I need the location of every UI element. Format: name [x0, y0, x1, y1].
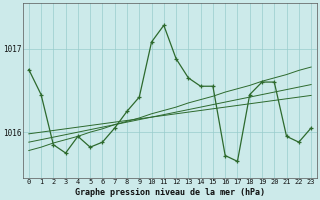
X-axis label: Graphe pression niveau de la mer (hPa): Graphe pression niveau de la mer (hPa) [75, 188, 265, 197]
